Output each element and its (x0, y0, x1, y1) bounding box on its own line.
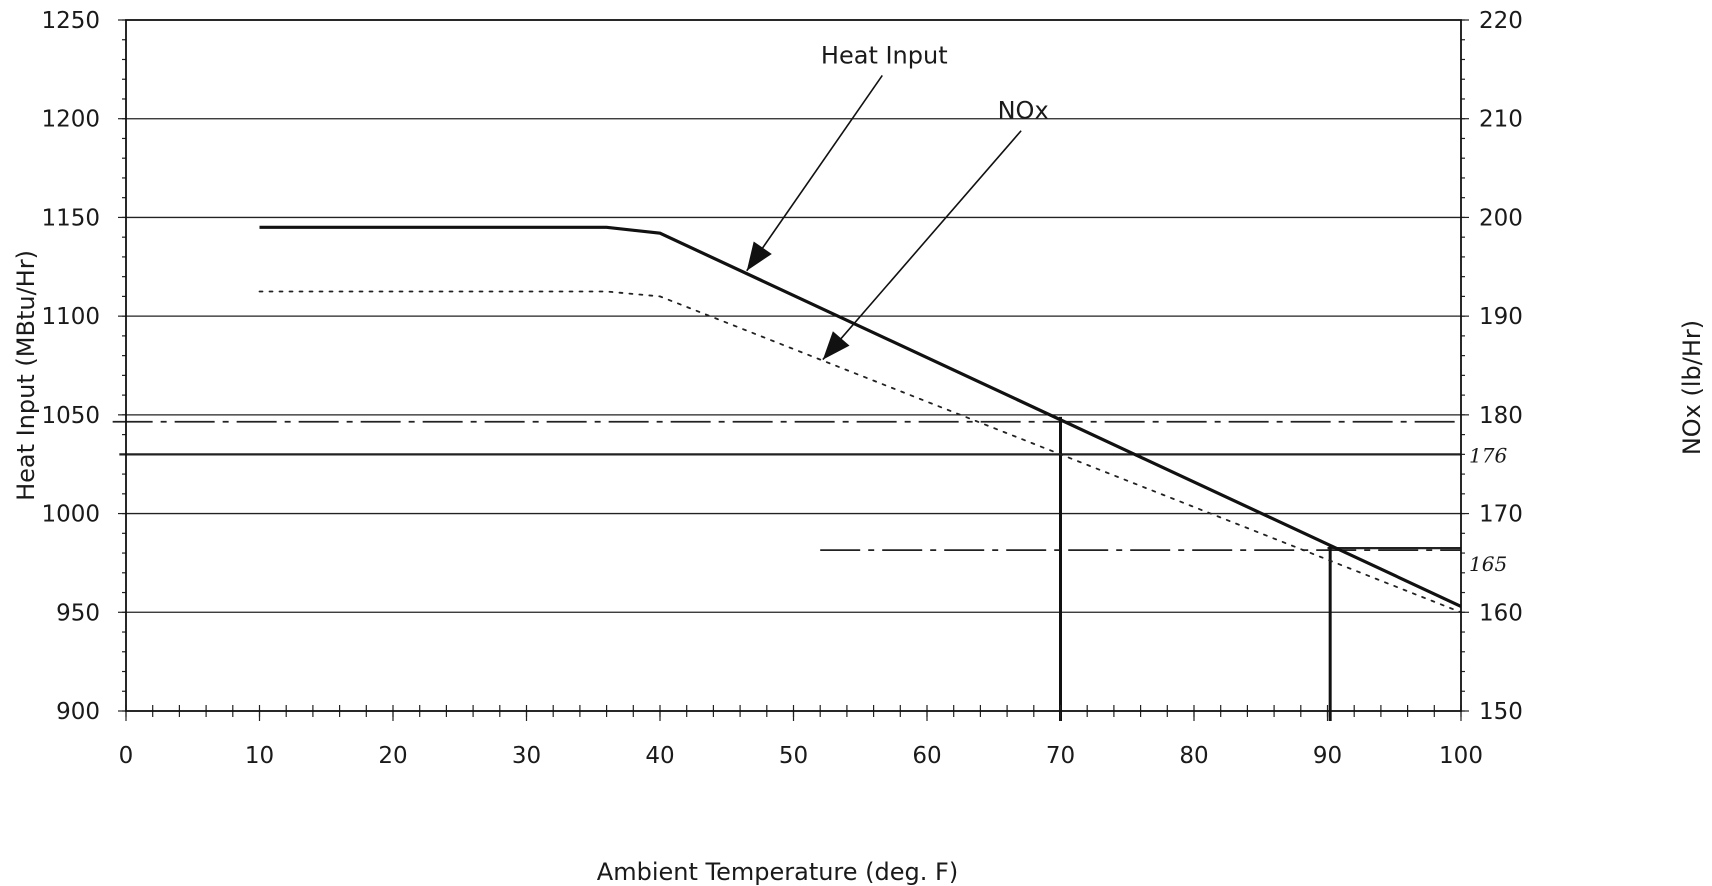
y2-tick-label: 160 (1479, 600, 1523, 626)
x-tick-label: 80 (1179, 743, 1208, 769)
y2-tick-label: 190 (1479, 304, 1523, 330)
y-tick-label: 1100 (41, 304, 100, 330)
x-tick-label: 50 (779, 743, 808, 769)
series-line-0 (259, 225, 1462, 608)
x-tick-label: 0 (119, 743, 134, 769)
y-tick-label: 950 (56, 600, 100, 626)
x-tick-label: 70 (1046, 743, 1075, 769)
tick-labels: 9009501000105011001150120012501501601701… (41, 8, 1522, 769)
hand-176: 176 (1469, 443, 1507, 467)
y2-tick-label: 150 (1479, 699, 1523, 725)
annotations: Heat Input NOx 176 165 (746, 41, 1507, 576)
nox-label: NOx (998, 97, 1049, 125)
x-tick-label: 30 (512, 743, 541, 769)
x-tick-label: 90 (1313, 743, 1342, 769)
x-tick-label: 40 (645, 743, 674, 769)
y-tick-label: 1150 (41, 205, 100, 231)
x-tick-label: 60 (912, 743, 941, 769)
y2-tick-label: 170 (1479, 502, 1523, 528)
y2-axis-title: NOx (lb/Hr) (1678, 320, 1706, 455)
hand-165: 165 (1469, 552, 1507, 576)
y2-tick-label: 180 (1479, 403, 1523, 429)
plot-frame (125, 19, 1462, 712)
x-tick-label: 20 (378, 743, 407, 769)
annotation-arrow-head (746, 241, 772, 271)
series-line-1 (258, 290, 1462, 614)
x-tick-label: 100 (1439, 743, 1483, 769)
series-lines (258, 225, 1462, 614)
reference-lines (112, 416, 1461, 721)
y-tick-label: 1200 (41, 107, 100, 133)
y-tick-label: 1050 (41, 403, 100, 429)
y-axis-title: Heat Input (MBtu/Hr) (12, 250, 40, 501)
annotation-arrow-head (822, 331, 850, 360)
gridlines (126, 118, 1461, 613)
axis-ticks (118, 19, 1469, 721)
y-tick-label: 900 (56, 699, 100, 725)
x-axis-title: Ambient Temperature (deg. F) (597, 858, 958, 886)
y2-tick-label: 210 (1479, 107, 1523, 133)
y-tick-label: 1000 (41, 502, 100, 528)
y2-tick-label: 200 (1479, 205, 1523, 231)
heat-input-label: Heat Input (821, 41, 948, 69)
y2-tick-label: 220 (1479, 8, 1523, 34)
annotation-arrow-line (746, 74, 883, 272)
x-tick-label: 10 (245, 743, 274, 769)
y-tick-label: 1250 (41, 8, 100, 34)
annotation-arrow-line (822, 130, 1022, 361)
